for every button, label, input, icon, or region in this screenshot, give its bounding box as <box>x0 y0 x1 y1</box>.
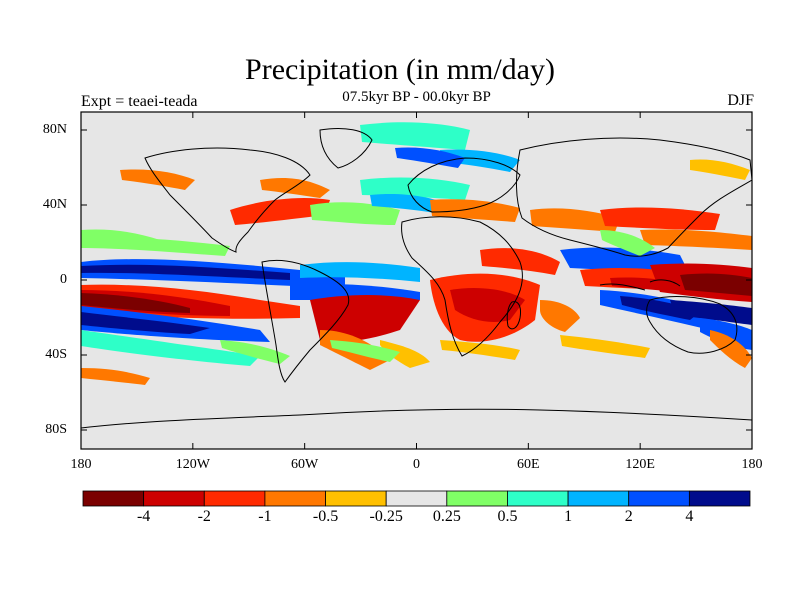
coastline-madagascar <box>506 301 521 330</box>
anomaly-blob <box>600 230 655 256</box>
lon-tick-label: 180 <box>741 457 763 472</box>
coastline-australia <box>646 296 738 354</box>
anomaly-blob <box>700 318 752 350</box>
anomaly-blob <box>230 198 330 225</box>
anomaly-blob <box>81 330 260 366</box>
chart-title: Precipitation (in mm/day) <box>245 53 555 86</box>
lon-tick-label: 180 <box>70 457 92 472</box>
colorbar-label: -0.25 <box>369 508 403 525</box>
anomaly-blob <box>120 169 195 190</box>
colorbar-swatch <box>567 490 630 507</box>
chart-subtitle: 07.5kyr BP - 00.0kyr BP <box>342 89 491 105</box>
colorbar-swatch <box>385 490 448 507</box>
lon-tick-label: 120E <box>625 457 655 472</box>
coastline-asia <box>515 137 752 257</box>
colorbar-label: -1 <box>258 508 272 525</box>
colorbar-swatch <box>688 490 751 507</box>
colorbar-label: 4 <box>685 508 694 525</box>
lat-tick-label: 80S <box>45 422 67 437</box>
axis-ticks <box>80 112 753 449</box>
coastlines <box>81 127 752 429</box>
colorbar-label: -4 <box>136 508 151 525</box>
coastline-europe <box>407 157 521 213</box>
anomaly-blob <box>440 149 520 172</box>
lat-tick-label: 40N <box>42 197 67 212</box>
coastline-antarctica <box>81 408 752 429</box>
anomaly-blob <box>640 229 752 250</box>
lon-tick-label: 60E <box>517 457 540 472</box>
anomaly-blob <box>81 368 150 385</box>
colorbar-swatch <box>203 490 266 507</box>
colorbar-swatch <box>507 490 569 507</box>
coastline-north-america <box>144 147 311 253</box>
colorbar-label: 0.25 <box>432 508 461 525</box>
anomaly-blob <box>560 335 650 358</box>
coastline-south-america <box>261 259 350 383</box>
anomaly-blob <box>680 273 752 296</box>
anomaly-blob <box>310 202 400 225</box>
season-label: DJF <box>727 92 754 109</box>
anomaly-blob <box>260 178 330 198</box>
lat-tick-label: 80N <box>42 122 67 137</box>
coastline-indonesia <box>599 279 681 291</box>
anomaly-field <box>81 122 752 385</box>
lat-tick-label: 40S <box>45 347 67 362</box>
colorbar <box>82 490 751 507</box>
lat-tick-label: 0 <box>60 272 67 287</box>
anomaly-blob <box>430 199 520 222</box>
anomaly-blob <box>380 340 430 368</box>
anomaly-blob <box>440 340 520 360</box>
anomaly-blob <box>540 300 580 332</box>
lon-tick-label: 0 <box>413 457 420 472</box>
colorbar-swatch <box>628 490 690 507</box>
anomaly-blob <box>310 295 420 342</box>
colorbar-swatch <box>143 490 205 507</box>
anomaly-blob <box>220 340 290 364</box>
anomaly-blob <box>530 208 620 232</box>
anomaly-blob <box>395 147 465 168</box>
anomaly-blob <box>370 194 450 214</box>
coastline-africa <box>401 216 523 357</box>
anomaly-blob <box>450 288 525 322</box>
colorbar-label: 0.5 <box>497 508 518 525</box>
experiment-label: Expt = teaei-teada <box>81 93 198 110</box>
anomaly-blob <box>81 264 290 280</box>
coastline-greenland <box>319 127 373 169</box>
colorbar-label: 1 <box>564 508 573 525</box>
colorbar-swatch <box>325 490 387 507</box>
anomaly-blob <box>81 312 210 334</box>
anomaly-blob <box>81 293 190 313</box>
anomaly-blob <box>81 229 160 250</box>
colorbar-label: -2 <box>197 508 211 525</box>
colorbar-swatch <box>264 490 326 507</box>
colorbar-swatch <box>446 490 508 507</box>
colorbar-swatch <box>82 490 145 507</box>
anomaly-blob <box>670 300 752 325</box>
lon-tick-label: 120W <box>175 457 210 472</box>
lon-tick-label: 60W <box>291 457 319 472</box>
anomaly-blob <box>330 340 400 362</box>
colorbar-label: -0.5 <box>312 508 339 525</box>
anomaly-blob <box>690 159 750 180</box>
colorbar-label: 2 <box>624 508 633 525</box>
anomaly-blob <box>710 330 752 368</box>
anomaly-blob <box>360 122 470 150</box>
